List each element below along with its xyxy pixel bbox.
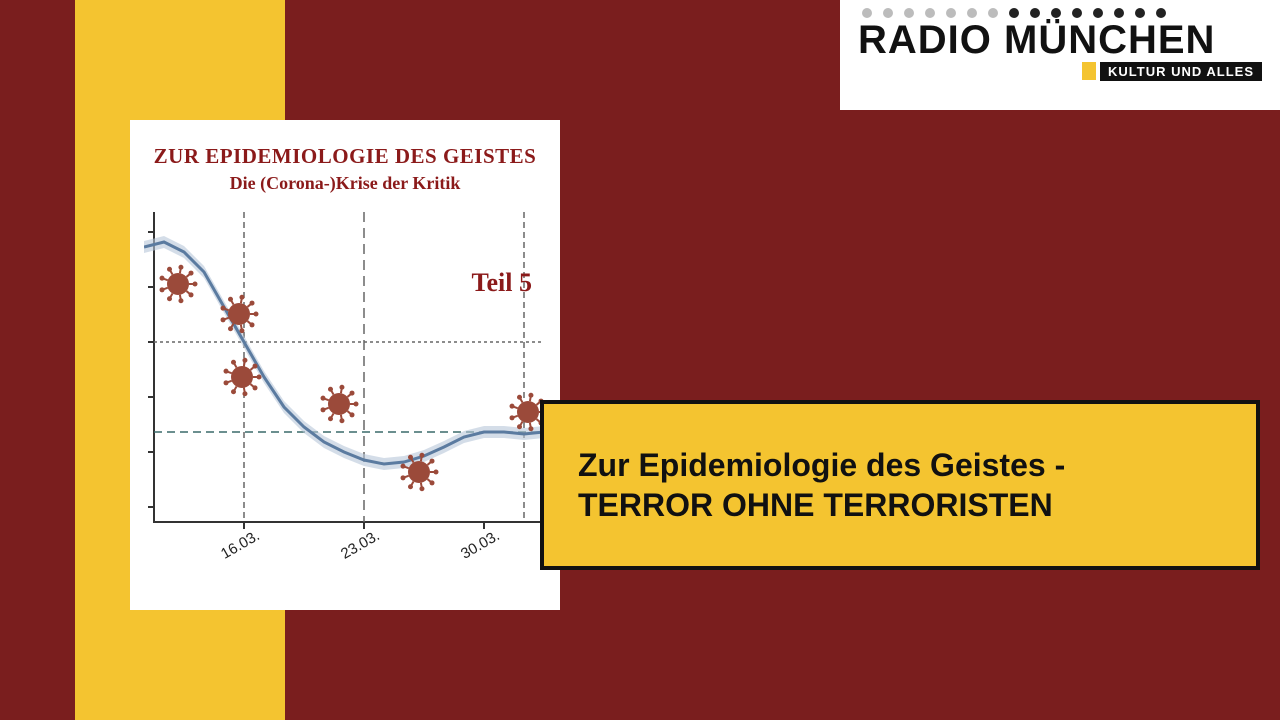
title-line-1: Zur Epidemiologie des Geistes - — [578, 447, 1065, 483]
logo-dot — [1030, 8, 1040, 18]
logo-dot — [1009, 8, 1019, 18]
logo-dot — [925, 8, 935, 18]
logo-dot — [862, 8, 872, 18]
chart-svg — [144, 212, 544, 572]
logo-dot — [1114, 8, 1124, 18]
logo-dot — [883, 8, 893, 18]
logo-dot — [988, 8, 998, 18]
chart-area: Teil 5 16.03.23.03.30.03. — [144, 212, 544, 572]
teil-label: Teil 5 — [472, 268, 532, 298]
chart-card: ZUR EPIDEMIOLOGIE DES GEISTES Die (Coron… — [130, 120, 560, 610]
title-text: Zur Epidemiologie des Geistes - TERROR O… — [578, 445, 1065, 525]
logo-sub-wrap: KULTUR UND ALLES — [858, 62, 1262, 81]
logo-dot — [904, 8, 914, 18]
logo-dot — [946, 8, 956, 18]
title-bar: Zur Epidemiologie des Geistes - TERROR O… — [540, 400, 1260, 570]
logo-box: RADIO MÜNCHEN KULTUR UND ALLES — [840, 0, 1280, 110]
x-axis-labels: 16.03.23.03.30.03. — [144, 536, 544, 576]
virus-icon — [321, 385, 359, 423]
logo-dot — [1156, 8, 1166, 18]
title-line-2: TERROR OHNE TERRORISTEN — [578, 487, 1053, 523]
chart-title: ZUR EPIDEMIOLOGIE DES GEISTES — [144, 144, 546, 169]
logo-dot — [1093, 8, 1103, 18]
virus-icon — [160, 265, 198, 303]
logo-dot — [1051, 8, 1061, 18]
virus-icon — [510, 393, 544, 431]
logo-dot — [967, 8, 977, 18]
logo-sub-accent — [1082, 62, 1096, 80]
logo-dots — [862, 8, 1262, 18]
logo-dot — [1135, 8, 1145, 18]
logo-dot — [1072, 8, 1082, 18]
logo-main-text: RADIO MÜNCHEN — [858, 20, 1262, 60]
chart-subtitle: Die (Corona-)Krise der Kritik — [144, 173, 546, 194]
logo-sub-text: KULTUR UND ALLES — [1100, 62, 1262, 81]
